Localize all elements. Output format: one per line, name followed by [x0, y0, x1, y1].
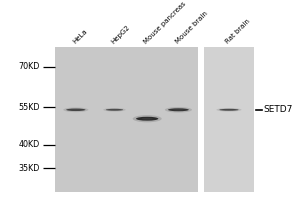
Text: 35KD: 35KD	[19, 164, 40, 173]
Ellipse shape	[71, 109, 81, 110]
Text: Rat brain: Rat brain	[225, 18, 251, 45]
Ellipse shape	[66, 109, 85, 111]
Ellipse shape	[110, 109, 119, 110]
Ellipse shape	[173, 109, 184, 110]
Ellipse shape	[63, 107, 88, 112]
Ellipse shape	[165, 107, 192, 113]
Text: Mouse pancreas: Mouse pancreas	[143, 0, 187, 45]
Ellipse shape	[106, 109, 123, 111]
Text: 40KD: 40KD	[19, 140, 40, 149]
Ellipse shape	[224, 109, 234, 110]
Ellipse shape	[168, 108, 189, 111]
Text: SETD7: SETD7	[263, 105, 292, 114]
Text: HeLa: HeLa	[72, 28, 88, 45]
Ellipse shape	[133, 115, 162, 122]
Text: 70KD: 70KD	[19, 62, 40, 71]
Text: 55KD: 55KD	[19, 103, 40, 112]
Ellipse shape	[103, 108, 126, 112]
Bar	[204, 47, 254, 192]
Ellipse shape	[136, 117, 158, 121]
Text: HepG2: HepG2	[110, 24, 131, 45]
Bar	[55, 47, 198, 192]
Ellipse shape	[142, 118, 153, 120]
Ellipse shape	[219, 109, 238, 111]
Text: Mouse brain: Mouse brain	[174, 10, 209, 45]
Ellipse shape	[216, 108, 242, 112]
